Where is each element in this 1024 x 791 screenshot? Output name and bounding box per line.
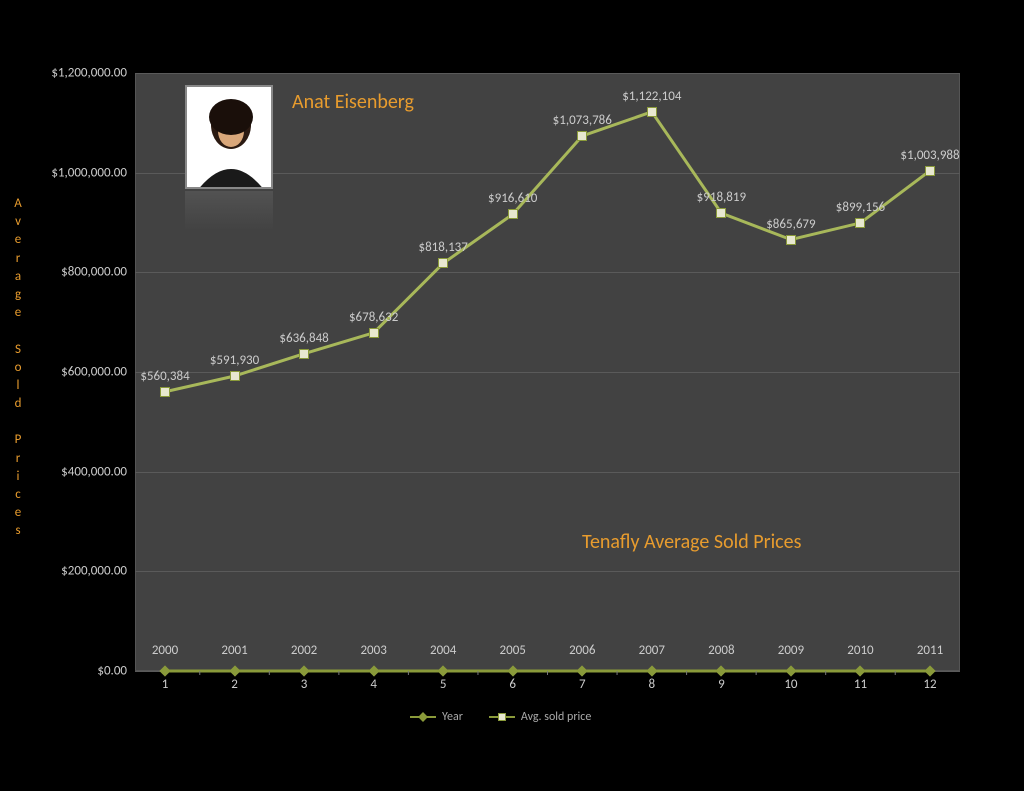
gridline bbox=[135, 372, 960, 373]
year-label: 2007 bbox=[639, 643, 665, 658]
year-label: 2005 bbox=[500, 643, 526, 658]
year-label: 2003 bbox=[360, 643, 386, 658]
ytick-label: $200,000.00 bbox=[17, 564, 127, 579]
price-data-label: $1,073,786 bbox=[553, 113, 612, 128]
ytick-label: $400,000.00 bbox=[17, 464, 127, 479]
year-label: 2009 bbox=[778, 643, 804, 658]
author-photo-reflection bbox=[185, 191, 273, 231]
xtick-label: 4 bbox=[370, 677, 377, 692]
author-name: Anat Eisenberg bbox=[292, 90, 414, 114]
price-marker bbox=[786, 235, 796, 245]
year-label: 2004 bbox=[430, 643, 456, 658]
xtick-label: 1 bbox=[162, 677, 169, 692]
xtick-label: 6 bbox=[509, 677, 516, 692]
ytick-label: $800,000.00 bbox=[17, 265, 127, 280]
price-marker bbox=[577, 131, 587, 141]
year-label: 2001 bbox=[221, 643, 247, 658]
y-axis-title: Average Sold Prices bbox=[8, 195, 28, 541]
price-marker bbox=[160, 387, 170, 397]
price-marker bbox=[716, 208, 726, 218]
price-data-label: $916,610 bbox=[488, 191, 537, 206]
gridline bbox=[135, 472, 960, 473]
price-data-label: $865,679 bbox=[766, 217, 815, 232]
xtick-label: 11 bbox=[854, 677, 867, 692]
price-data-label: $591,930 bbox=[210, 353, 259, 368]
ytick-label: $600,000.00 bbox=[17, 365, 127, 380]
xtick-label: 8 bbox=[649, 677, 656, 692]
xtick-label: 2 bbox=[231, 677, 238, 692]
price-marker bbox=[647, 107, 657, 117]
year-label: 2000 bbox=[152, 643, 178, 658]
gridline bbox=[135, 73, 960, 74]
price-data-label: $678,632 bbox=[349, 310, 398, 325]
price-marker bbox=[299, 349, 309, 359]
year-label: 2008 bbox=[708, 643, 734, 658]
price-marker bbox=[508, 209, 518, 219]
year-label: 2011 bbox=[917, 643, 943, 658]
price-data-label: $1,122,104 bbox=[622, 89, 681, 104]
price-data-label: $818,137 bbox=[418, 240, 467, 255]
year-label: 2002 bbox=[291, 643, 317, 658]
price-data-label: $636,848 bbox=[279, 331, 328, 346]
price-data-label: $918,819 bbox=[697, 190, 746, 205]
xtick-label: 5 bbox=[440, 677, 447, 692]
chart-title: Tenafly Average Sold Prices bbox=[582, 530, 801, 554]
year-label: 2006 bbox=[569, 643, 595, 658]
legend-price-swatch bbox=[489, 716, 515, 718]
price-data-label: $560,384 bbox=[140, 369, 189, 384]
price-marker bbox=[230, 371, 240, 381]
price-data-label: $1,003,988 bbox=[900, 148, 959, 163]
gridline bbox=[135, 671, 960, 672]
legend-year-swatch bbox=[410, 716, 436, 718]
xtick-label: 3 bbox=[301, 677, 308, 692]
xtick-label: 10 bbox=[784, 677, 797, 692]
xtick-label: 7 bbox=[579, 677, 586, 692]
xtick-label: 12 bbox=[923, 677, 936, 692]
legend: Year Avg. sold price bbox=[410, 710, 591, 724]
legend-year-label: Year bbox=[442, 710, 463, 724]
price-marker bbox=[925, 166, 935, 176]
price-marker bbox=[438, 258, 448, 268]
author-photo bbox=[185, 85, 273, 189]
ytick-label: $1,000,000.00 bbox=[17, 165, 127, 180]
ytick-label: $1,200,000.00 bbox=[17, 66, 127, 81]
legend-price-label: Avg. sold price bbox=[521, 710, 591, 724]
price-marker bbox=[855, 218, 865, 228]
xtick-label: 9 bbox=[718, 677, 725, 692]
price-data-label: $899,156 bbox=[836, 200, 885, 215]
ytick-label: $0.00 bbox=[17, 664, 127, 679]
gridline bbox=[135, 571, 960, 572]
price-marker bbox=[369, 328, 379, 338]
gridline bbox=[135, 272, 960, 273]
year-label: 2010 bbox=[847, 643, 873, 658]
